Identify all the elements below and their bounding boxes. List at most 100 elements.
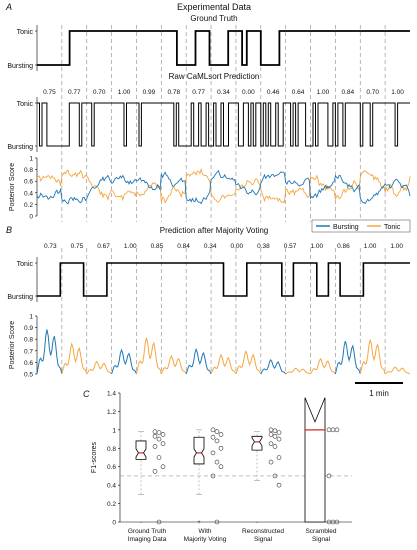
f1-point-3-5 — [334, 519, 340, 525]
f1-point-3-1 — [330, 427, 336, 433]
raw-score-label-5: 0.78 — [167, 89, 180, 96]
raw-score-label-8: 0.00 — [242, 89, 255, 96]
f1-outlier-1: + — [197, 520, 201, 526]
raw-score-label-1: 0.77 — [68, 89, 81, 96]
raw-bursting-label: Bursting — [7, 144, 33, 151]
scale-bar-label: 1 min — [369, 389, 389, 398]
title-ground-truth: Ground Truth — [190, 14, 237, 23]
f1-point-1-2 — [218, 432, 224, 437]
f1-point-0-10 — [156, 519, 162, 525]
voted-score-label-10: 1.00 — [310, 243, 323, 250]
panel-letter-b: B — [6, 225, 12, 235]
voted-score-label-8: 0.38 — [257, 243, 270, 250]
raw-prediction-plot: Tonic Bursting 0.75 0.77 0.70 1.00 0.99 0.78 0.7… — [7, 89, 410, 152]
raw-score-label-12: 0.84 — [342, 89, 355, 96]
posterior-voted-segment-6 — [185, 347, 212, 375]
f1-category-label-0-b: Imaging Data — [128, 536, 167, 543]
ground-truth-tonic-label: Tonic — [17, 29, 34, 36]
f1-box-3 — [304, 397, 326, 523]
voted-bursting-label: Bursting — [7, 294, 33, 301]
f1-point-1-5 — [218, 445, 224, 451]
posterior-voted-segment-5 — [160, 354, 187, 375]
voted-score-label-12: 1.00 — [364, 243, 377, 250]
f1-point-0-3 — [152, 434, 158, 439]
f1-ylabel: F1-scores — [91, 441, 98, 473]
f1-point-2-11 — [276, 482, 282, 488]
posterior-raw-tick-label-4: 0.2 — [24, 202, 33, 209]
posterior-raw-tick-label-1: 0.8 — [24, 167, 33, 174]
posterior-raw-tonic-line — [36, 167, 411, 204]
f1-point-2-5 — [276, 436, 282, 442]
posterior-voted-segment-13 — [359, 339, 386, 375]
voted-score-label-5: 0.84 — [177, 243, 190, 250]
title-majority-voting: Prediction after Majority Voting — [160, 226, 269, 235]
f1-point-1-3 — [210, 434, 216, 440]
voted-score-label-7: 0.00 — [230, 243, 243, 250]
f1-point-0-6 — [152, 444, 158, 449]
raw-score-label-0: 0.75 — [43, 89, 56, 96]
f1-point-0-2 — [160, 432, 166, 437]
posterior-voted-tick-label-1: 0.9 — [24, 325, 33, 332]
voted-score-label-13: 1.00 — [390, 243, 403, 250]
ground-truth-bursting-label: Bursting — [7, 63, 33, 70]
f1-point-3-6 — [326, 519, 332, 525]
f1-point-2-4 — [272, 434, 278, 439]
raw-tonic-label: Tonic — [17, 101, 34, 108]
posterior-voted-ylabel: Posterior Score — [9, 321, 16, 369]
raw-score-label-3: 1.00 — [118, 89, 131, 96]
posterior-voted-tick-label-5: 0.5 — [24, 372, 33, 379]
raw-score-label-4: 0.99 — [143, 89, 156, 96]
f1-boxplot: 0 0.2 0.4 0.6 0.8 1 1.2 1.4 F1-scores - Ground Tru… — [91, 391, 352, 543]
voted-tonic-label: Tonic — [17, 261, 34, 268]
f1-point-3-3 — [326, 473, 332, 479]
f1-tick-label-0: 0 — [112, 520, 116, 527]
raw-score-label-6: 0.77 — [192, 89, 205, 96]
panel-letter-c: C — [83, 389, 90, 399]
f1-point-1-10 — [214, 519, 220, 525]
f1-point-1-9 — [210, 473, 216, 479]
f1-point-2-10 — [272, 473, 278, 479]
ground-truth-plot: Tonic Bursting — [7, 25, 410, 71]
f1-outlier-0: - — [140, 520, 142, 526]
raw-prediction-trace — [37, 102, 410, 147]
f1-category-label-3-b: Signal — [312, 536, 331, 543]
f1-tick-label-3: 0.6 — [107, 464, 116, 471]
f1-point-0-1 — [156, 430, 162, 435]
f1-point-1-0 — [210, 427, 216, 433]
posterior-voted-tick-label-4: 0.6 — [24, 360, 33, 367]
voted-score-label-9: 0.57 — [284, 243, 297, 250]
f1-category-label-2-b: Signal — [254, 536, 273, 543]
f1-point-1-8 — [218, 464, 224, 470]
f1-category-label-3-a: Scrambled — [305, 528, 336, 535]
f1-tick-label-2: 0.4 — [107, 483, 116, 490]
f1-box-0 — [135, 440, 147, 460]
legend-box — [311, 219, 411, 233]
posterior-plot-raw: 1 0.8 0.6 0.4 0.2 0 Posterior Score — [9, 156, 411, 221]
voted-prediction-plot: Tonic Bursting 0.73 0.75 0.67 1.00 0.85 0.84 0.3… — [7, 243, 410, 302]
f1-point-1-7 — [214, 459, 220, 465]
f1-point-2-8 — [276, 455, 282, 460]
f1-tick-label-4: 0.8 — [107, 446, 116, 453]
voted-score-label-3: 1.00 — [124, 243, 137, 250]
voted-score-label-4: 0.85 — [151, 243, 164, 250]
legend-label-tonic: Tonic — [384, 224, 401, 231]
f1-point-3-0 — [326, 427, 332, 433]
posterior-voted-segment-2 — [86, 360, 112, 375]
posterior-raw-tick-label-5: 0 — [29, 214, 33, 221]
f1-category-label-2-a: Reconstructed — [242, 528, 284, 535]
f1-outlier-2: - — [256, 520, 258, 526]
voted-score-label-2: 0.67 — [97, 243, 110, 250]
posterior-raw-bursting-line — [36, 169, 411, 205]
f1-point-0-5 — [160, 441, 166, 446]
raw-score-label-11: 1.00 — [317, 89, 330, 96]
f1-point-2-1 — [272, 428, 278, 434]
f1-tick-label-6: 1.2 — [107, 409, 116, 416]
raw-score-label-10: 0.64 — [292, 89, 305, 96]
f1-category-label-1-b: Majority Voting — [184, 536, 227, 543]
posterior-voted-segment-9 — [260, 358, 287, 375]
posterior-raw-tick-label-3: 0.4 — [24, 190, 33, 197]
f1-point-0-4 — [156, 436, 162, 442]
voted-score-label-6: 0.34 — [204, 243, 217, 250]
f1-point-2-7 — [272, 444, 278, 449]
posterior-raw-tick-label-2: 0.6 — [24, 179, 33, 186]
